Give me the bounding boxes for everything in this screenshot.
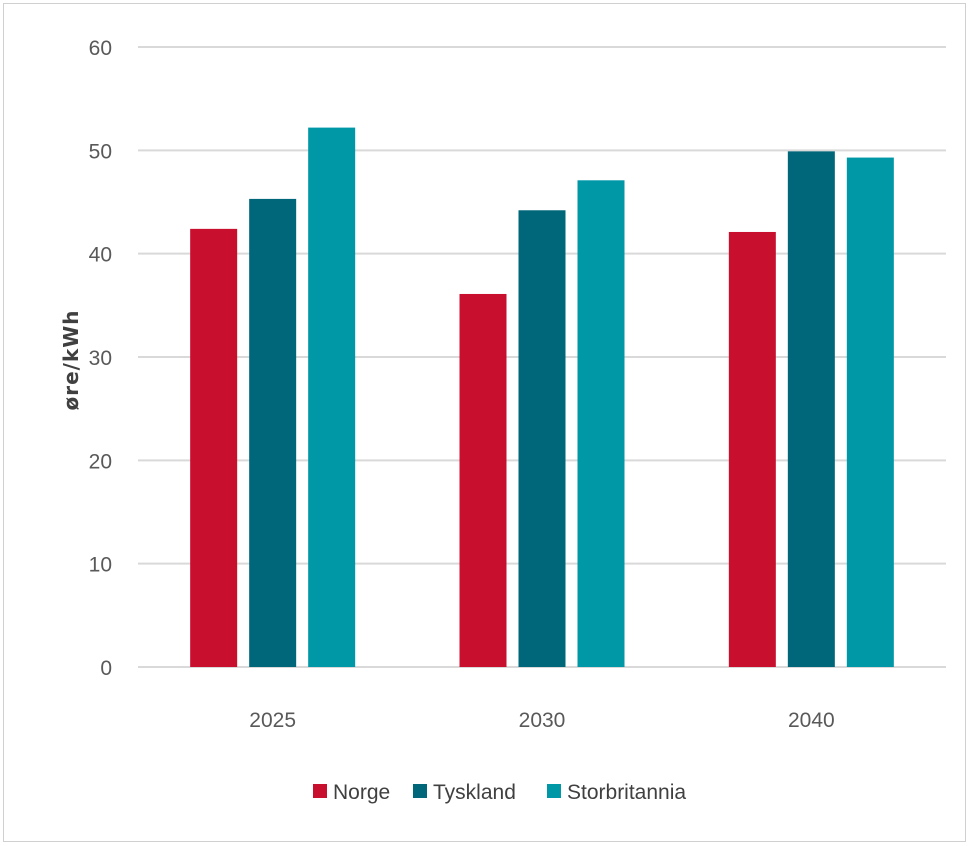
legend-label-tyskland: Tyskland bbox=[433, 781, 516, 804]
y-tick-label: 10 bbox=[89, 554, 112, 577]
legend: Norge Tyskland Storbritannia bbox=[313, 781, 686, 804]
y-tick-label: 30 bbox=[89, 347, 112, 370]
y-tick-label: 40 bbox=[89, 244, 112, 267]
bar-storbritannia-2025 bbox=[308, 127, 356, 668]
bar-norge-2040 bbox=[728, 231, 776, 667]
legend-swatch-storbritannia bbox=[547, 784, 561, 798]
x-axis-ticks: 2025 2030 2040 bbox=[249, 709, 834, 732]
x-tick-label: 2025 bbox=[249, 709, 296, 732]
bar-storbritannia-2030 bbox=[577, 180, 625, 668]
legend-swatch-norge bbox=[313, 784, 327, 798]
legend-label-norge: Norge bbox=[333, 781, 390, 804]
bars bbox=[190, 127, 894, 668]
legend-swatch-tyskland bbox=[413, 784, 427, 798]
bar-norge-2025 bbox=[190, 228, 238, 667]
bar-tyskland-2030 bbox=[518, 210, 566, 667]
x-tick-label: 2040 bbox=[788, 709, 835, 732]
legend-label-storbritannia: Storbritannia bbox=[567, 781, 686, 804]
y-axis-ticks: 0 10 20 30 40 50 60 bbox=[89, 37, 112, 680]
y-axis-label: øre/kWh bbox=[59, 309, 83, 410]
bar-norge-2030 bbox=[459, 293, 507, 667]
x-tick-label: 2030 bbox=[519, 709, 566, 732]
y-tick-label: 20 bbox=[89, 450, 112, 473]
y-tick-label: 60 bbox=[89, 37, 112, 60]
y-tick-label: 50 bbox=[89, 140, 112, 163]
bar-tyskland-2040 bbox=[787, 151, 835, 667]
y-tick-label: 0 bbox=[100, 657, 112, 680]
bar-tyskland-2025 bbox=[249, 198, 297, 667]
bar-storbritannia-2040 bbox=[846, 157, 894, 668]
